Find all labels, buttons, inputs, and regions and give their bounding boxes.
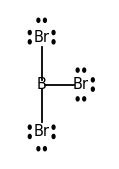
Text: B: B <box>37 77 47 92</box>
Circle shape <box>83 97 86 101</box>
Circle shape <box>28 40 31 44</box>
Circle shape <box>52 125 55 129</box>
Circle shape <box>83 68 86 72</box>
Text: Br: Br <box>34 124 50 139</box>
Circle shape <box>52 135 55 139</box>
Circle shape <box>28 31 31 35</box>
Circle shape <box>28 135 31 139</box>
Circle shape <box>91 78 94 82</box>
Circle shape <box>52 40 55 44</box>
Circle shape <box>44 147 46 151</box>
Circle shape <box>28 125 31 129</box>
Circle shape <box>37 18 40 22</box>
Circle shape <box>76 97 79 101</box>
Circle shape <box>76 68 79 72</box>
Text: Br: Br <box>73 77 89 92</box>
Circle shape <box>37 147 40 151</box>
Circle shape <box>52 31 55 35</box>
Circle shape <box>44 18 46 22</box>
Circle shape <box>91 87 94 91</box>
Text: Br: Br <box>34 30 50 45</box>
